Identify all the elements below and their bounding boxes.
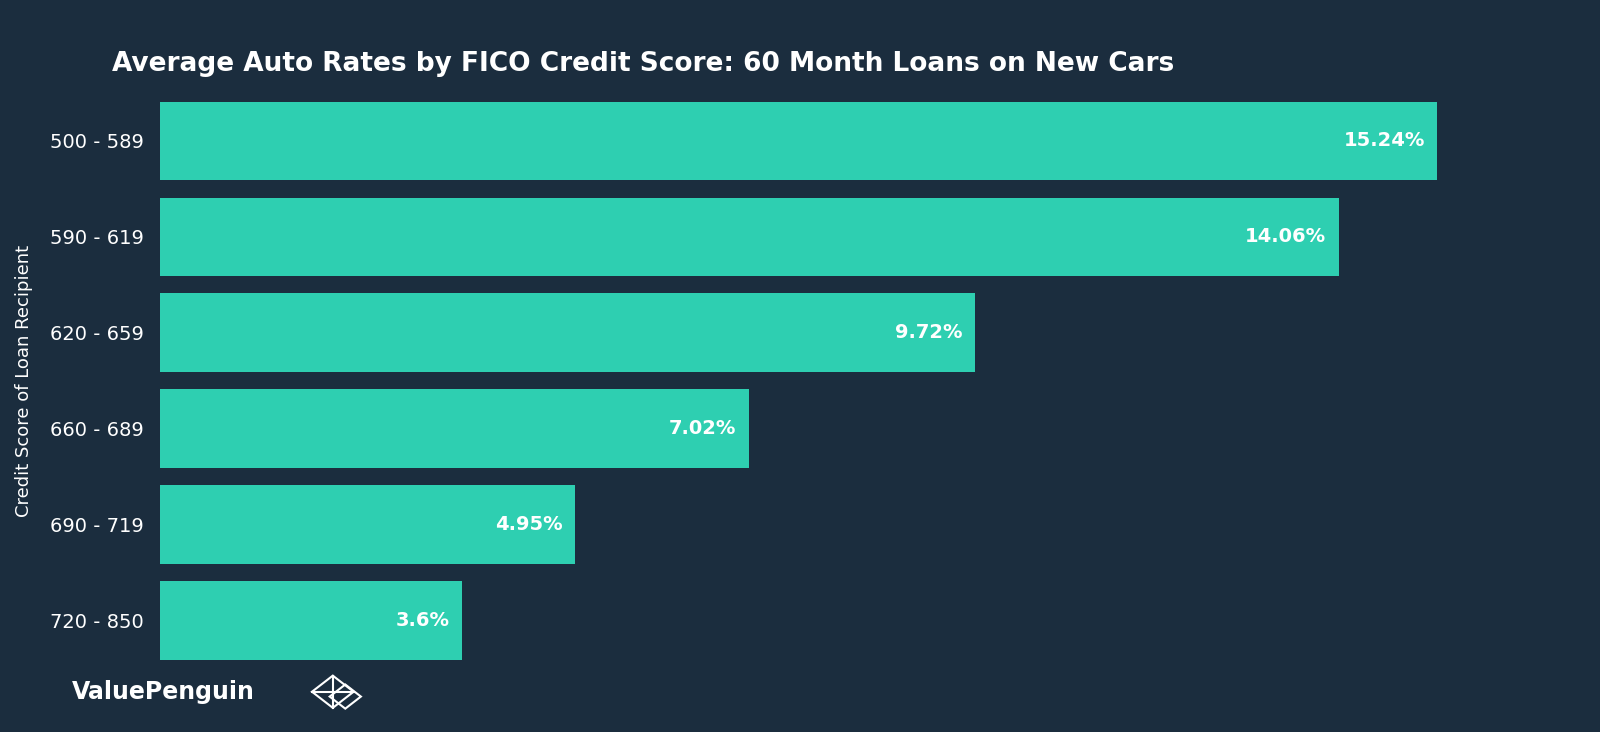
Text: 3.6%: 3.6% xyxy=(395,610,450,630)
Y-axis label: Credit Score of Loan Recipient: Credit Score of Loan Recipient xyxy=(14,244,34,517)
Text: 9.72%: 9.72% xyxy=(894,324,962,342)
Bar xyxy=(160,294,974,372)
Text: 15.24%: 15.24% xyxy=(1344,132,1426,151)
Bar xyxy=(160,102,1437,180)
Bar xyxy=(160,389,749,468)
Text: 4.95%: 4.95% xyxy=(494,515,563,534)
Bar xyxy=(160,581,462,660)
Text: ValuePenguin: ValuePenguin xyxy=(72,680,254,703)
Bar xyxy=(160,485,574,564)
Text: Average Auto Rates by FICO Credit Score: 60 Month Loans on New Cars: Average Auto Rates by FICO Credit Score:… xyxy=(112,51,1174,78)
Text: 14.06%: 14.06% xyxy=(1245,228,1326,246)
Bar xyxy=(160,198,1339,276)
Text: 7.02%: 7.02% xyxy=(669,419,736,438)
